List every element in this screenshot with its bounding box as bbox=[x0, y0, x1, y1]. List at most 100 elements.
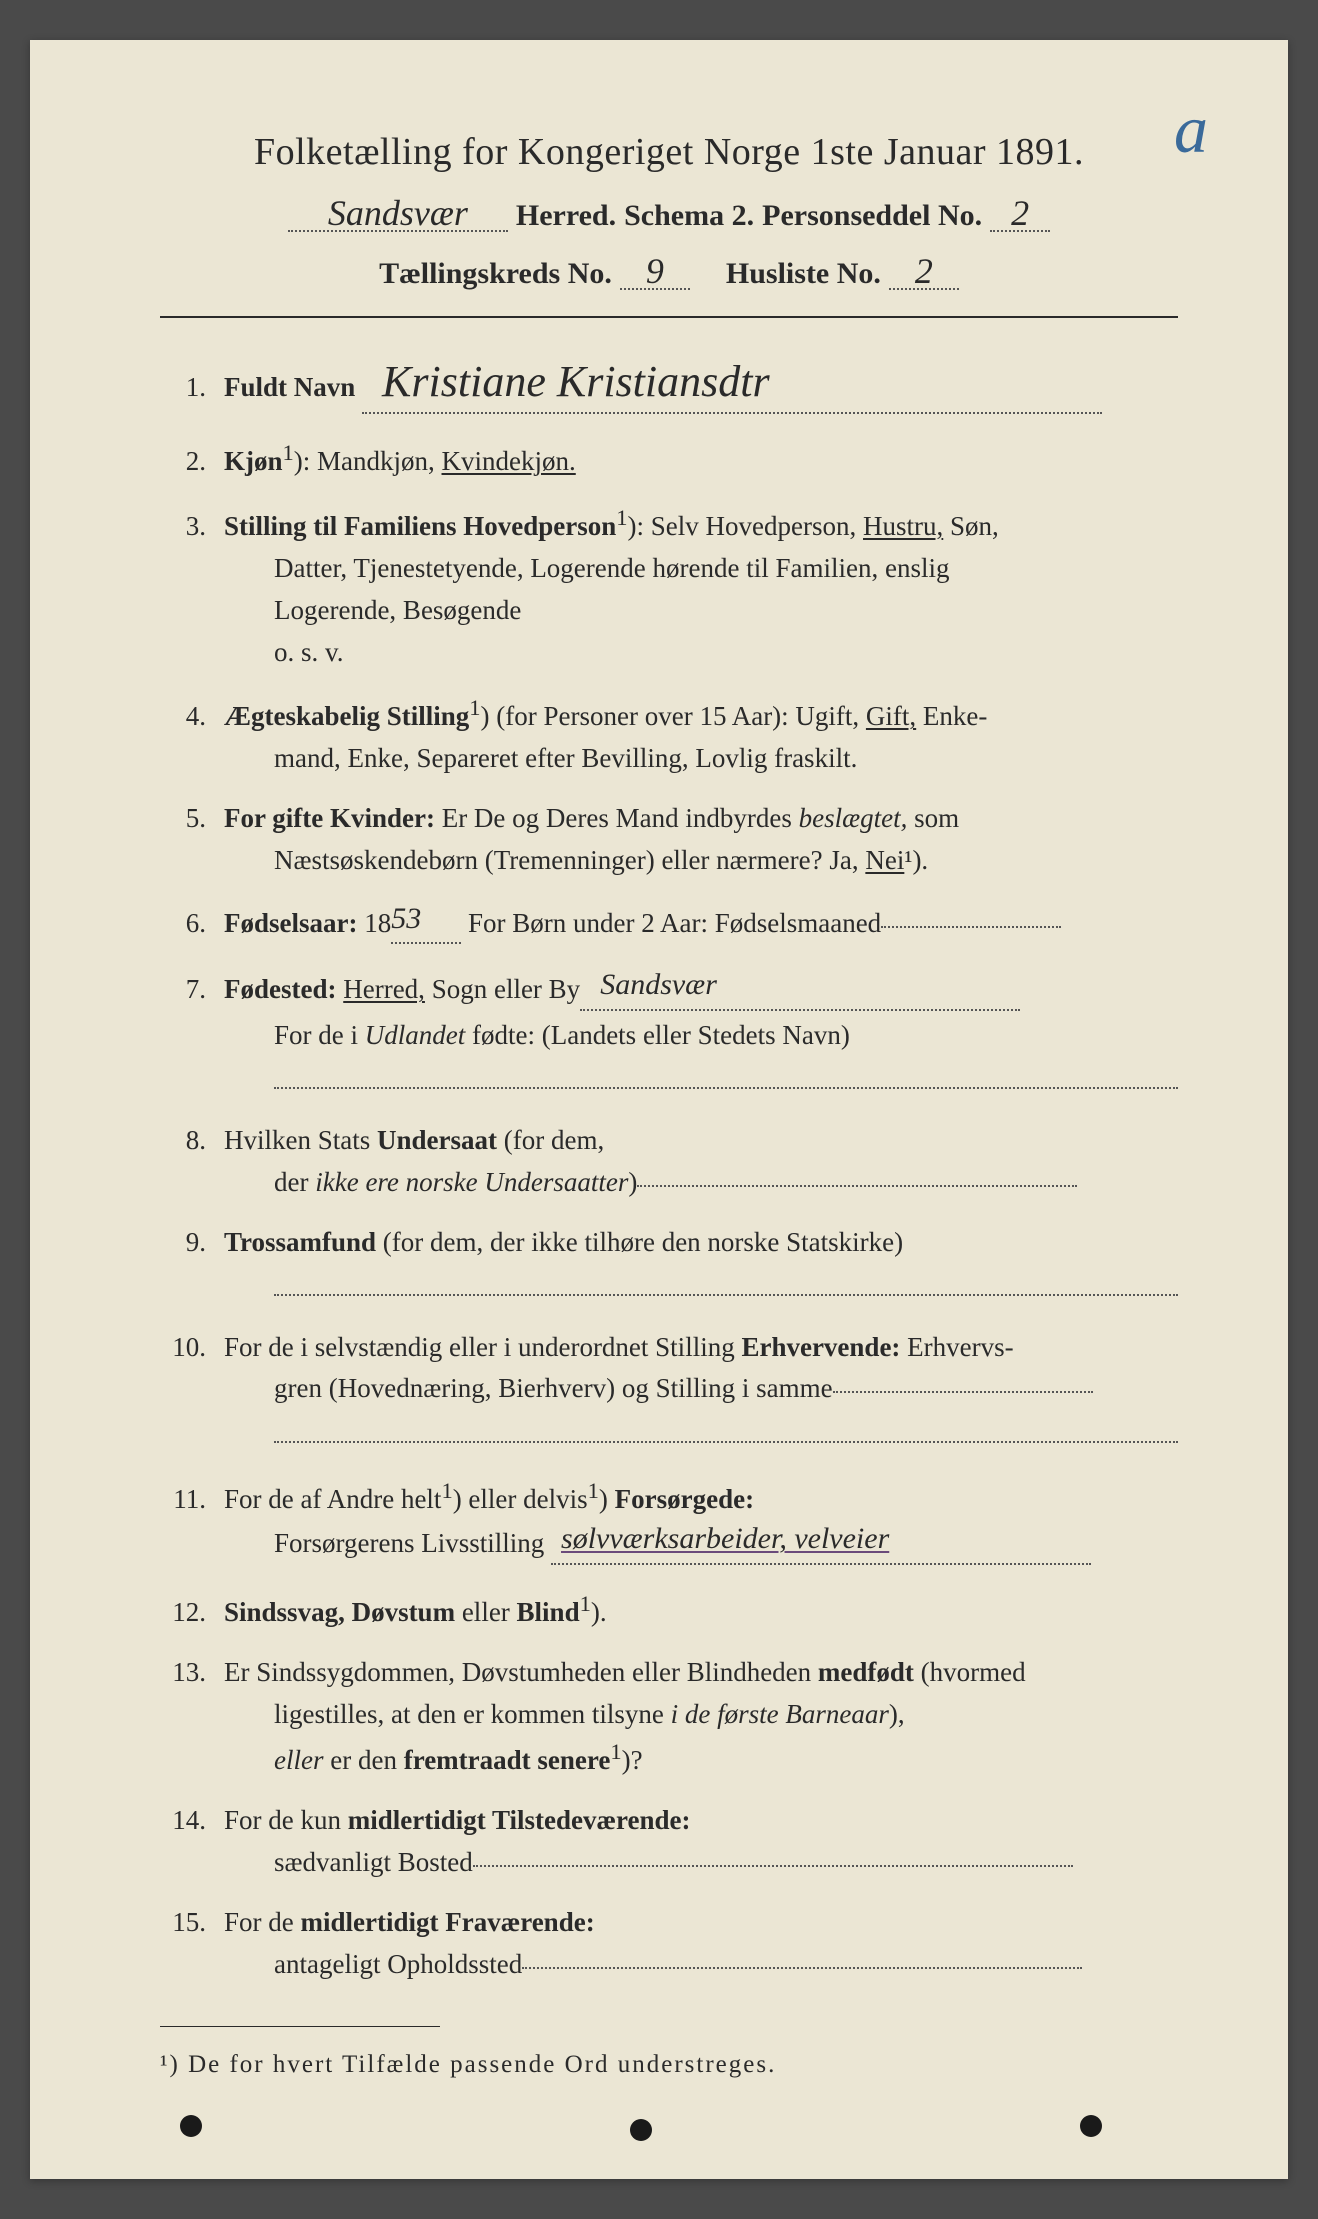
field-label: medfødt bbox=[818, 1657, 914, 1687]
field-text: eller bbox=[455, 1597, 516, 1627]
field-text: ): Selv Hovedperson, bbox=[628, 511, 863, 541]
birthyear-value: 53 bbox=[391, 902, 421, 935]
field-text: Hvilken Stats bbox=[224, 1125, 377, 1155]
field-text: For de i selvstændig eller i underordnet… bbox=[224, 1332, 741, 1362]
selected-value: Gift, bbox=[866, 701, 916, 731]
row-number: 1. bbox=[160, 367, 224, 409]
field-text: For de kun bbox=[224, 1805, 348, 1835]
row-number: 3. bbox=[160, 506, 224, 548]
field-label: Sindssvag, Døvstum bbox=[224, 1597, 455, 1627]
row-number: 9. bbox=[160, 1222, 224, 1264]
field-label: midlertidigt Tilstedeværende: bbox=[348, 1805, 691, 1835]
field-italic: beslægtet, bbox=[799, 803, 908, 833]
footnote-ref: 1 bbox=[616, 505, 627, 530]
footnote-ref: 1 bbox=[441, 1478, 452, 1503]
husliste-label: Husliste No. bbox=[726, 257, 881, 291]
field-text: Erhvervs- bbox=[900, 1332, 1013, 1362]
year-prefix: 18 bbox=[357, 908, 391, 938]
row-15-temp-absent: 15. For de midlertidigt Fraværende: anta… bbox=[160, 1902, 1178, 1986]
selected-value: Kvindekjøn. bbox=[442, 446, 576, 476]
field-text: Søn, bbox=[943, 511, 999, 541]
field-continuation: Forsørgerens Livsstilling sølvværksarbei… bbox=[224, 1520, 1178, 1569]
field-text: For de af Andre helt bbox=[224, 1484, 441, 1514]
field-continuation bbox=[224, 1057, 1178, 1102]
corner-annotation: a bbox=[1174, 90, 1208, 169]
row-number: 5. bbox=[160, 798, 224, 840]
field-label: Erhvervende: bbox=[741, 1332, 900, 1362]
schema-label: Schema 2. bbox=[624, 199, 754, 233]
field-continuation: mand, Enke, Separeret efter Bevilling, L… bbox=[224, 738, 1178, 780]
row-2-sex: 2. Kjøn1): Mandkjøn, Kvindekjøn. bbox=[160, 436, 1178, 483]
field-label: Undersaat bbox=[377, 1125, 497, 1155]
field-continuation: Datter, Tjenestetyende, Logerende hørend… bbox=[224, 548, 1178, 590]
footnote-ref: 1 bbox=[580, 1591, 591, 1616]
census-form-page: a Folketælling for Kongeriget Norge 1ste… bbox=[30, 40, 1288, 2179]
field-text: (for dem, bbox=[497, 1125, 604, 1155]
row-number: 8. bbox=[160, 1120, 224, 1162]
row-13-congenital: 13. Er Sindssygdommen, Døvstumheden elle… bbox=[160, 1652, 1178, 1783]
field-text: ): Mandkjøn, bbox=[294, 446, 442, 476]
husliste-value: 2 bbox=[915, 251, 933, 291]
selected-value: Nei bbox=[865, 845, 904, 875]
selected-value: Hustru, bbox=[863, 511, 943, 541]
field-label: Ægteskabelig Stilling bbox=[224, 701, 469, 731]
row-number: 10. bbox=[160, 1327, 224, 1369]
field-label: Fuldt Navn bbox=[224, 372, 355, 402]
field-continuation: eller er den fremtraadt senere1)? bbox=[224, 1735, 1178, 1782]
row-9-religion: 9. Trossamfund (for dem, der ikke tilhør… bbox=[160, 1222, 1178, 1309]
field-label: Blind bbox=[517, 1597, 580, 1627]
row-number: 14. bbox=[160, 1800, 224, 1842]
field-text: Sogn eller By bbox=[425, 974, 580, 1004]
field-label: Fødselsaar: bbox=[224, 908, 357, 938]
ink-spot bbox=[1080, 2115, 1102, 2137]
field-continuation: Næstsøskendebørn (Tremenninger) eller næ… bbox=[224, 840, 1178, 882]
name-value: Kristiane Kristiansdtr bbox=[382, 357, 770, 406]
field-continuation bbox=[224, 1263, 1178, 1308]
row-4-marital: 4. Ægteskabelig Stilling1) (for Personer… bbox=[160, 691, 1178, 780]
field-continuation: o. s. v. bbox=[224, 632, 1178, 674]
header-line-2: Tællingskreds No. 9 Husliste No. 2 bbox=[160, 250, 1178, 294]
row-12-disability: 12. Sindssvag, Døvstum eller Blind1). bbox=[160, 1587, 1178, 1634]
field-text: Er Sindssygdommen, Døvstumheden eller Bl… bbox=[224, 1657, 818, 1687]
birthplace-value: Sandsvær bbox=[600, 968, 717, 1001]
herred-value: Sandsvær bbox=[328, 193, 468, 233]
row-14-temp-present: 14. For de kun midlertidigt Tilstedevære… bbox=[160, 1800, 1178, 1884]
field-continuation: antageligt Opholdssted bbox=[224, 1944, 1178, 1986]
field-continuation: For de i Udlandet fødte: (Landets eller … bbox=[224, 1015, 1178, 1057]
field-label: Forsørgede: bbox=[615, 1484, 754, 1514]
field-continuation: sædvanligt Bosted bbox=[224, 1842, 1178, 1884]
field-text: ) bbox=[599, 1484, 615, 1514]
form-fields: 1. Fuldt Navn Kristiane Kristiansdtr 2. … bbox=[160, 348, 1178, 1986]
field-label: For gifte Kvinder: bbox=[224, 803, 435, 833]
field-continuation: ligestilles, at den er kommen tilsyne i … bbox=[224, 1694, 1178, 1736]
row-number: 2. bbox=[160, 441, 224, 483]
field-text: For de bbox=[224, 1907, 301, 1937]
field-text: ) (for Personer over 15 Aar): Ugift, bbox=[481, 701, 866, 731]
footnote-text: ¹) De for hvert Tilfælde passende Ord un… bbox=[160, 2051, 1178, 2079]
kreds-value: 9 bbox=[646, 251, 664, 291]
field-text: (for dem, der ikke tilhøre den norske St… bbox=[376, 1227, 903, 1257]
field-continuation bbox=[224, 1410, 1178, 1455]
row-5-related: 5. For gifte Kvinder: Er De og Deres Man… bbox=[160, 798, 1178, 882]
row-number: 13. bbox=[160, 1652, 224, 1694]
field-label: Fødested: bbox=[224, 974, 336, 1004]
footnote-ref: 1 bbox=[283, 440, 294, 465]
row-number: 12. bbox=[160, 1592, 224, 1634]
field-text: ) eller delvis bbox=[453, 1484, 588, 1514]
form-header: Folketælling for Kongeriget Norge 1ste J… bbox=[160, 130, 1178, 318]
form-title: Folketælling for Kongeriget Norge 1ste J… bbox=[160, 130, 1178, 174]
kreds-label: Tællingskreds No. bbox=[379, 257, 612, 291]
footnote-divider bbox=[160, 2026, 440, 2027]
row-8-subject: 8. Hvilken Stats Undersaat (for dem, der… bbox=[160, 1120, 1178, 1204]
field-continuation: Logerende, Besøgende bbox=[224, 590, 1178, 632]
herred-label: Herred. bbox=[516, 199, 616, 233]
header-divider bbox=[160, 316, 1178, 318]
field-text: For Børn under 2 Aar: Fødselsmaaned bbox=[461, 908, 881, 938]
field-text: ). bbox=[591, 1597, 607, 1627]
field-text: Er De og Deres Mand indbyrdes bbox=[435, 803, 799, 833]
personseddel-label: Personseddel No. bbox=[762, 199, 982, 233]
row-7-birthplace: 7. Fødested: Herred, Sogn eller BySandsv… bbox=[160, 966, 1178, 1102]
selected-value: Herred, bbox=[343, 974, 425, 1004]
footnote-ref: 1 bbox=[588, 1478, 599, 1503]
field-text: Enke- bbox=[916, 701, 987, 731]
